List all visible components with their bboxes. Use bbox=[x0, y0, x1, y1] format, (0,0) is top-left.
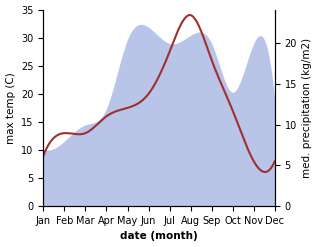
Y-axis label: med. precipitation (kg/m2): med. precipitation (kg/m2) bbox=[302, 38, 313, 178]
X-axis label: date (month): date (month) bbox=[120, 231, 198, 242]
Y-axis label: max temp (C): max temp (C) bbox=[5, 72, 16, 144]
